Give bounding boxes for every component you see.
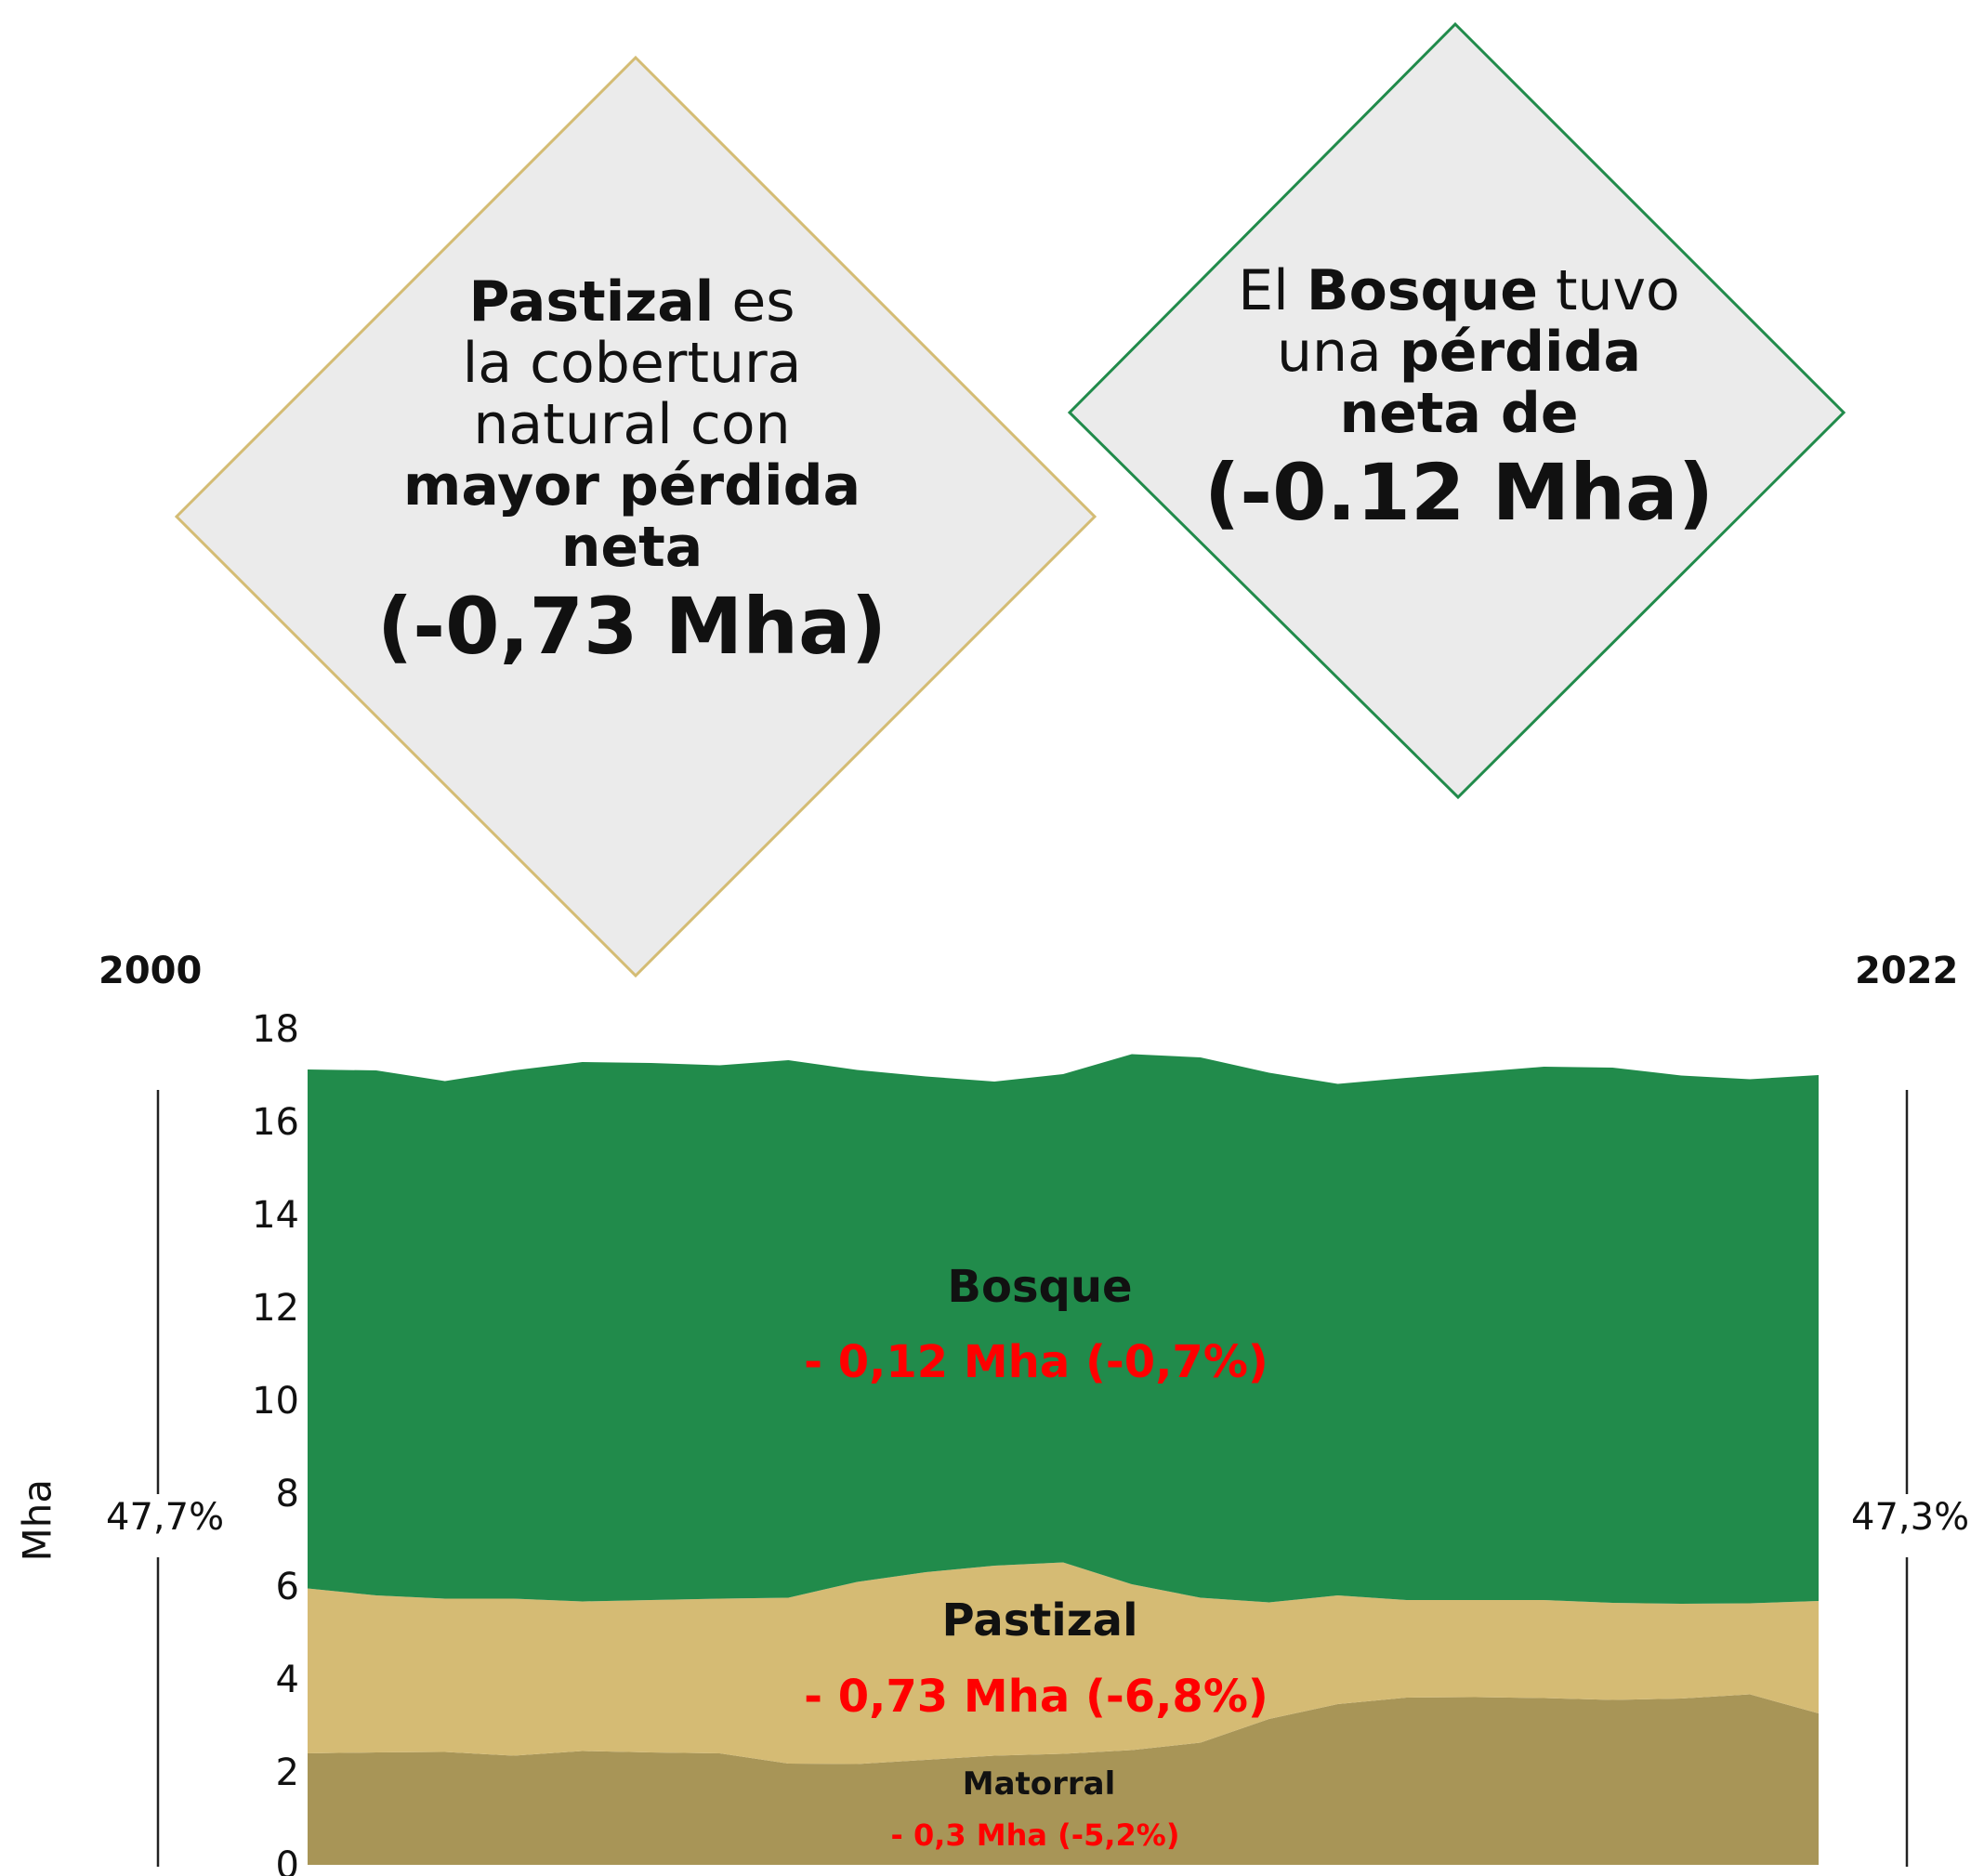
y-tick-label: 4 xyxy=(276,1659,299,1701)
share-end-label: 47,3% xyxy=(1851,1496,1970,1539)
area-matorral xyxy=(308,1694,1819,1865)
y-tick-label: 8 xyxy=(276,1473,299,1515)
area-pastizal xyxy=(308,1562,1819,1764)
callout-bosque-value: (-0.12 Mha) xyxy=(1203,447,1715,538)
y-tick-label: 12 xyxy=(252,1287,299,1330)
callout-es: es xyxy=(714,269,795,335)
y-tick-label: 0 xyxy=(276,1844,299,1876)
series-name-label-matorral: Matorral xyxy=(963,1765,1116,1803)
callout-line-neta: neta xyxy=(560,515,703,580)
y-tick-label: 10 xyxy=(252,1380,299,1423)
callout-pastizal-word: Pastizal xyxy=(468,269,715,335)
bosque-callout: El Bosque tuvo una pérdida neta de (-0.1… xyxy=(1143,260,1775,542)
share-start-label: 47,7% xyxy=(106,1496,225,1539)
callout-bosque-word: Bosque xyxy=(1306,258,1538,323)
y-axis-title: Mha xyxy=(14,1478,60,1562)
y-tick-label: 16 xyxy=(252,1101,299,1144)
series-name-label-bosque: Bosque xyxy=(947,1261,1132,1313)
callout-perdida: pérdida xyxy=(1399,320,1642,385)
series-change-label-matorral: - 0,3 Mha (-5,2%) xyxy=(891,1817,1180,1853)
callout-una: una xyxy=(1276,320,1399,385)
diamond-shape-bosque xyxy=(1067,21,1846,800)
y-tick-label: 18 xyxy=(252,1008,299,1051)
callout-line-mayor: mayor pérdida xyxy=(402,453,861,518)
callout-pastizal-value: (-0,73 Mha) xyxy=(376,581,887,672)
callout-line-natural: natural con xyxy=(473,392,791,457)
area-bosque xyxy=(308,1054,1819,1604)
stacked-area-plot: Matorral - 0,3 Mha (-5,2%) Pastizal - 0,73 … xyxy=(308,1054,1819,1865)
y-tick-label: 2 xyxy=(276,1751,299,1794)
callout-line-cobertura: la cobertura xyxy=(462,331,802,396)
diamond-shape-pastizal xyxy=(174,55,1097,978)
y-tick-label: 14 xyxy=(252,1194,299,1237)
callout-neta-de: neta de xyxy=(1339,381,1579,446)
callout-el: El xyxy=(1238,258,1307,323)
series-name-label-pastizal: Pastizal xyxy=(941,1594,1137,1646)
year-end-label: 2022 xyxy=(1855,950,1959,992)
y-axis: 0 2 4 6 8 10 12 14 16 18 xyxy=(252,1008,299,1876)
series-change-label-bosque: - 0,12 Mha (-0,7%) xyxy=(804,1336,1268,1388)
pastizal-callout: Pastizal es la cobertura natural con may… xyxy=(279,271,985,676)
callout-tuvo: tuvo xyxy=(1537,258,1680,323)
series-change-label-pastizal: - 0,73 Mha (-6,8%) xyxy=(804,1671,1268,1723)
y-tick-label: 6 xyxy=(276,1566,299,1608)
year-start-label: 2000 xyxy=(99,950,203,992)
